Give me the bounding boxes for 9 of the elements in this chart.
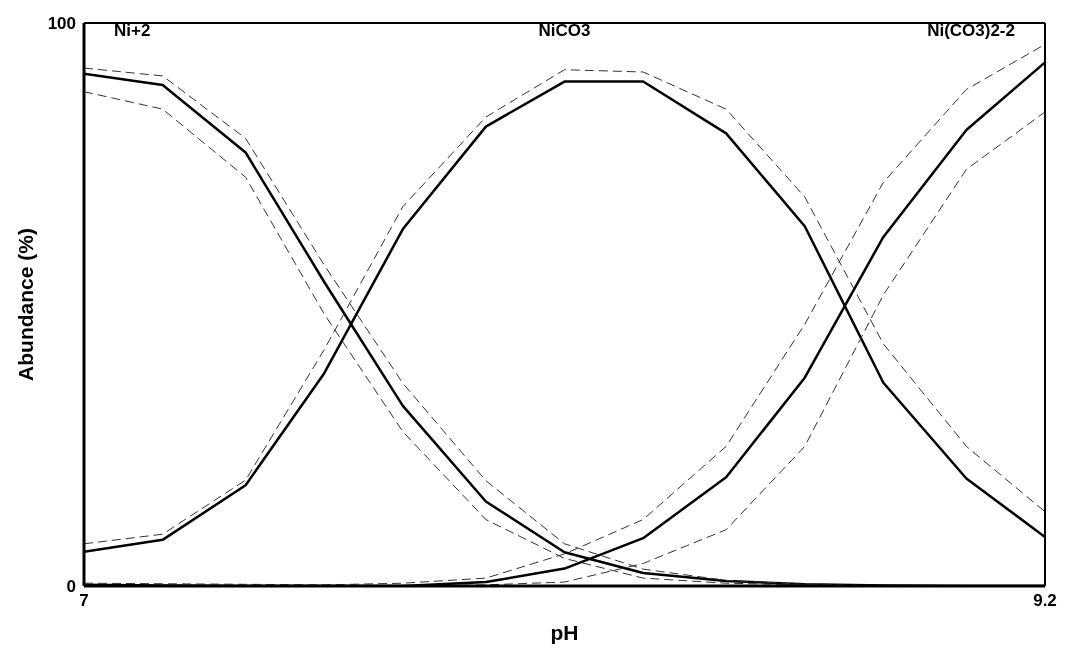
x-axis-title: pH: [550, 621, 579, 644]
y-axis-title: Abundance (%): [14, 228, 38, 381]
text: Ni(CO3)2-2: [927, 21, 1015, 40]
text: Ni+2: [114, 21, 151, 40]
y-tick-label: 100: [47, 14, 76, 34]
x-tick-label: 7: [79, 591, 89, 611]
y-tick-label: 0: [66, 577, 76, 597]
x-tick-label: 9.2: [1033, 591, 1057, 611]
text: NiCO3: [538, 21, 591, 40]
